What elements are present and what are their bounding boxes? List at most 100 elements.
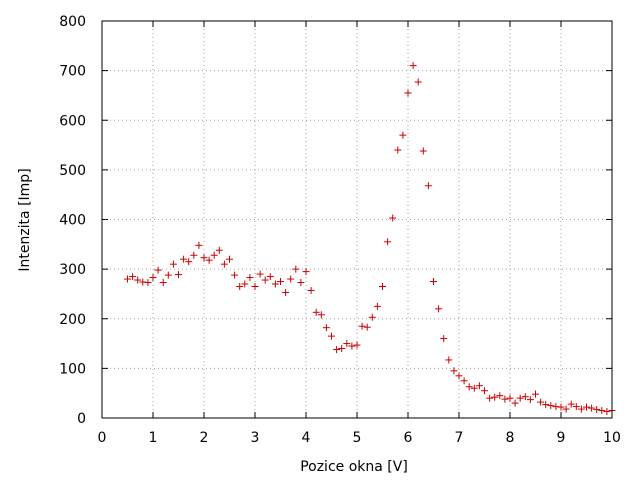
- data-point: [144, 279, 152, 287]
- data-point: [312, 308, 320, 316]
- data-point: [562, 405, 570, 413]
- data-point: [491, 393, 499, 401]
- data-point: [501, 395, 509, 403]
- data-point: [521, 393, 529, 401]
- data-point: [460, 377, 468, 385]
- data-point: [404, 89, 412, 97]
- data-point: [368, 313, 376, 321]
- data-point: [185, 258, 193, 266]
- data-point: [445, 356, 453, 364]
- data-point: [210, 251, 218, 259]
- data-point: [236, 282, 244, 290]
- y-tick-label: 300: [59, 262, 86, 278]
- axis-ticks: [101, 20, 613, 419]
- data-point: [496, 392, 504, 400]
- data-point: [348, 342, 356, 350]
- data-point: [226, 255, 233, 263]
- data-points: [124, 62, 616, 416]
- data-point: [353, 341, 361, 349]
- y-axis-label: Intenzita [Imp]: [17, 168, 33, 271]
- data-point: [384, 238, 392, 246]
- data-point: [134, 276, 142, 284]
- x-tick-label: 5: [353, 430, 362, 446]
- data-point: [302, 268, 310, 276]
- y-tick-label: 700: [59, 64, 86, 80]
- data-point: [195, 241, 203, 249]
- data-point: [277, 278, 284, 286]
- data-point: [430, 278, 437, 286]
- x-tick-label: 4: [302, 430, 311, 446]
- data-point: [598, 407, 606, 415]
- data-point: [537, 398, 545, 406]
- y-tick-label: 800: [59, 14, 86, 30]
- data-point: [603, 408, 611, 416]
- data-point: [583, 403, 590, 411]
- data-point: [593, 406, 601, 414]
- x-tick-label: 7: [455, 430, 464, 446]
- data-point: [322, 324, 330, 332]
- data-point: [465, 383, 473, 391]
- data-point: [481, 387, 488, 395]
- data-point: [542, 401, 550, 409]
- data-point: [164, 271, 172, 279]
- data-point: [532, 390, 539, 398]
- data-point: [246, 274, 254, 282]
- data-point: [455, 372, 463, 380]
- data-point: [516, 394, 524, 402]
- data-point: [470, 384, 478, 392]
- x-tick-label: 6: [404, 430, 413, 446]
- y-tick-label: 400: [59, 213, 86, 229]
- data-point: [526, 396, 534, 404]
- data-point: [333, 346, 341, 354]
- data-point: [419, 147, 427, 155]
- data-point: [266, 273, 274, 281]
- data-point: [511, 399, 519, 407]
- data-point: [271, 280, 279, 288]
- data-point: [231, 271, 239, 279]
- data-point: [215, 246, 223, 254]
- data-point: [317, 311, 325, 319]
- data-point: [307, 286, 315, 294]
- data-point: [394, 146, 402, 154]
- data-point: [450, 367, 458, 375]
- data-point: [328, 332, 335, 340]
- data-point: [475, 382, 483, 390]
- data-point: [414, 78, 422, 86]
- x-tick-label: 2: [200, 430, 209, 446]
- data-point: [547, 402, 555, 410]
- x-tick-label: 8: [506, 430, 515, 446]
- data-point: [261, 276, 269, 284]
- data-point: [220, 260, 228, 268]
- data-point: [373, 302, 381, 310]
- data-point: [572, 403, 580, 411]
- data-point: [175, 271, 182, 279]
- data-point: [154, 266, 162, 274]
- data-point: [486, 394, 494, 402]
- data-point: [409, 62, 417, 70]
- x-tick-label: 9: [557, 430, 566, 446]
- data-point: [389, 214, 397, 222]
- data-point: [205, 256, 213, 264]
- data-point: [567, 400, 575, 408]
- data-point: [506, 394, 514, 402]
- data-point: [190, 251, 198, 259]
- data-point: [282, 288, 290, 296]
- x-axis-label: Pozice okna [V]: [300, 459, 408, 475]
- x-tick-label: 1: [149, 430, 158, 446]
- data-point: [241, 280, 249, 288]
- data-point: [435, 305, 443, 313]
- data-point: [358, 322, 366, 330]
- data-point: [251, 282, 259, 290]
- data-point: [440, 335, 448, 343]
- data-point: [297, 279, 305, 287]
- data-point: [424, 182, 432, 190]
- data-point: [363, 323, 371, 331]
- data-point: [287, 275, 295, 283]
- data-point: [159, 279, 167, 287]
- x-tick-label: 0: [98, 430, 107, 446]
- y-tick-label: 200: [59, 312, 86, 328]
- data-point: [256, 270, 264, 278]
- y-tick-label: 0: [77, 411, 86, 427]
